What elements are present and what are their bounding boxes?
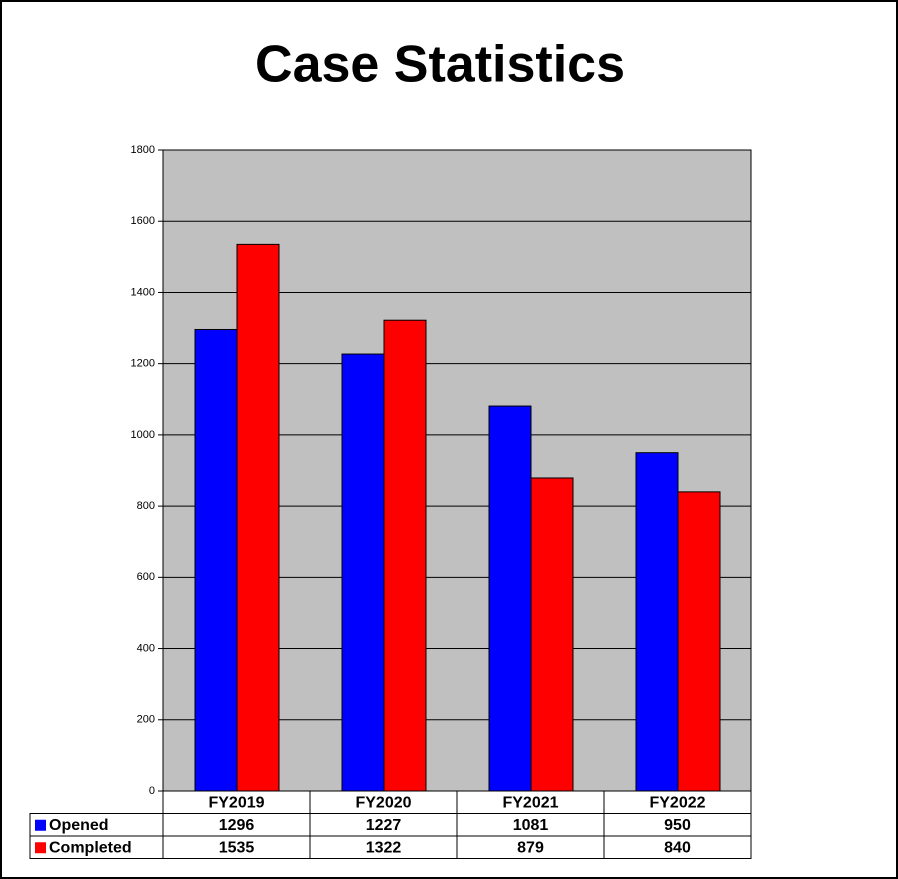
bar (488, 405, 532, 792)
x-tick-label: FY2021 (502, 794, 558, 811)
table-value: 1296 (219, 817, 255, 834)
legend-label: Completed (49, 839, 132, 856)
table-value: 1535 (219, 839, 255, 856)
legend-label: Opened (49, 817, 109, 834)
table-value: 1322 (366, 839, 402, 856)
bar (341, 353, 385, 792)
x-tick-label: FY2019 (208, 794, 264, 811)
y-tick-label: 1600 (131, 215, 155, 227)
bar (236, 243, 280, 792)
y-tick-label: 0 (149, 785, 155, 797)
y-tick-label: 1400 (131, 286, 155, 298)
y-tick-label: 600 (137, 571, 155, 583)
table-value: 840 (664, 839, 691, 856)
table-value: 1081 (513, 817, 549, 834)
x-tick-label: FY2022 (649, 794, 705, 811)
bar (194, 328, 238, 792)
table-value: 879 (517, 839, 544, 856)
y-tick-label: 1000 (131, 429, 155, 441)
y-tick-label: 1800 (131, 144, 155, 156)
table-value: 1227 (366, 817, 402, 834)
y-tick-label: 1200 (131, 358, 155, 370)
bar (635, 452, 679, 792)
y-tick-label: 200 (137, 714, 155, 726)
bar (677, 491, 721, 792)
y-tick-label: 400 (137, 642, 155, 654)
table-value: 950 (664, 817, 691, 834)
bar (530, 477, 574, 792)
x-tick-label: FY2020 (355, 794, 411, 811)
bar (383, 319, 427, 792)
legend-swatch (35, 842, 46, 854)
chart-title: Case Statistics (255, 36, 625, 94)
legend-swatch (35, 819, 46, 831)
y-tick-label: 800 (137, 500, 155, 512)
